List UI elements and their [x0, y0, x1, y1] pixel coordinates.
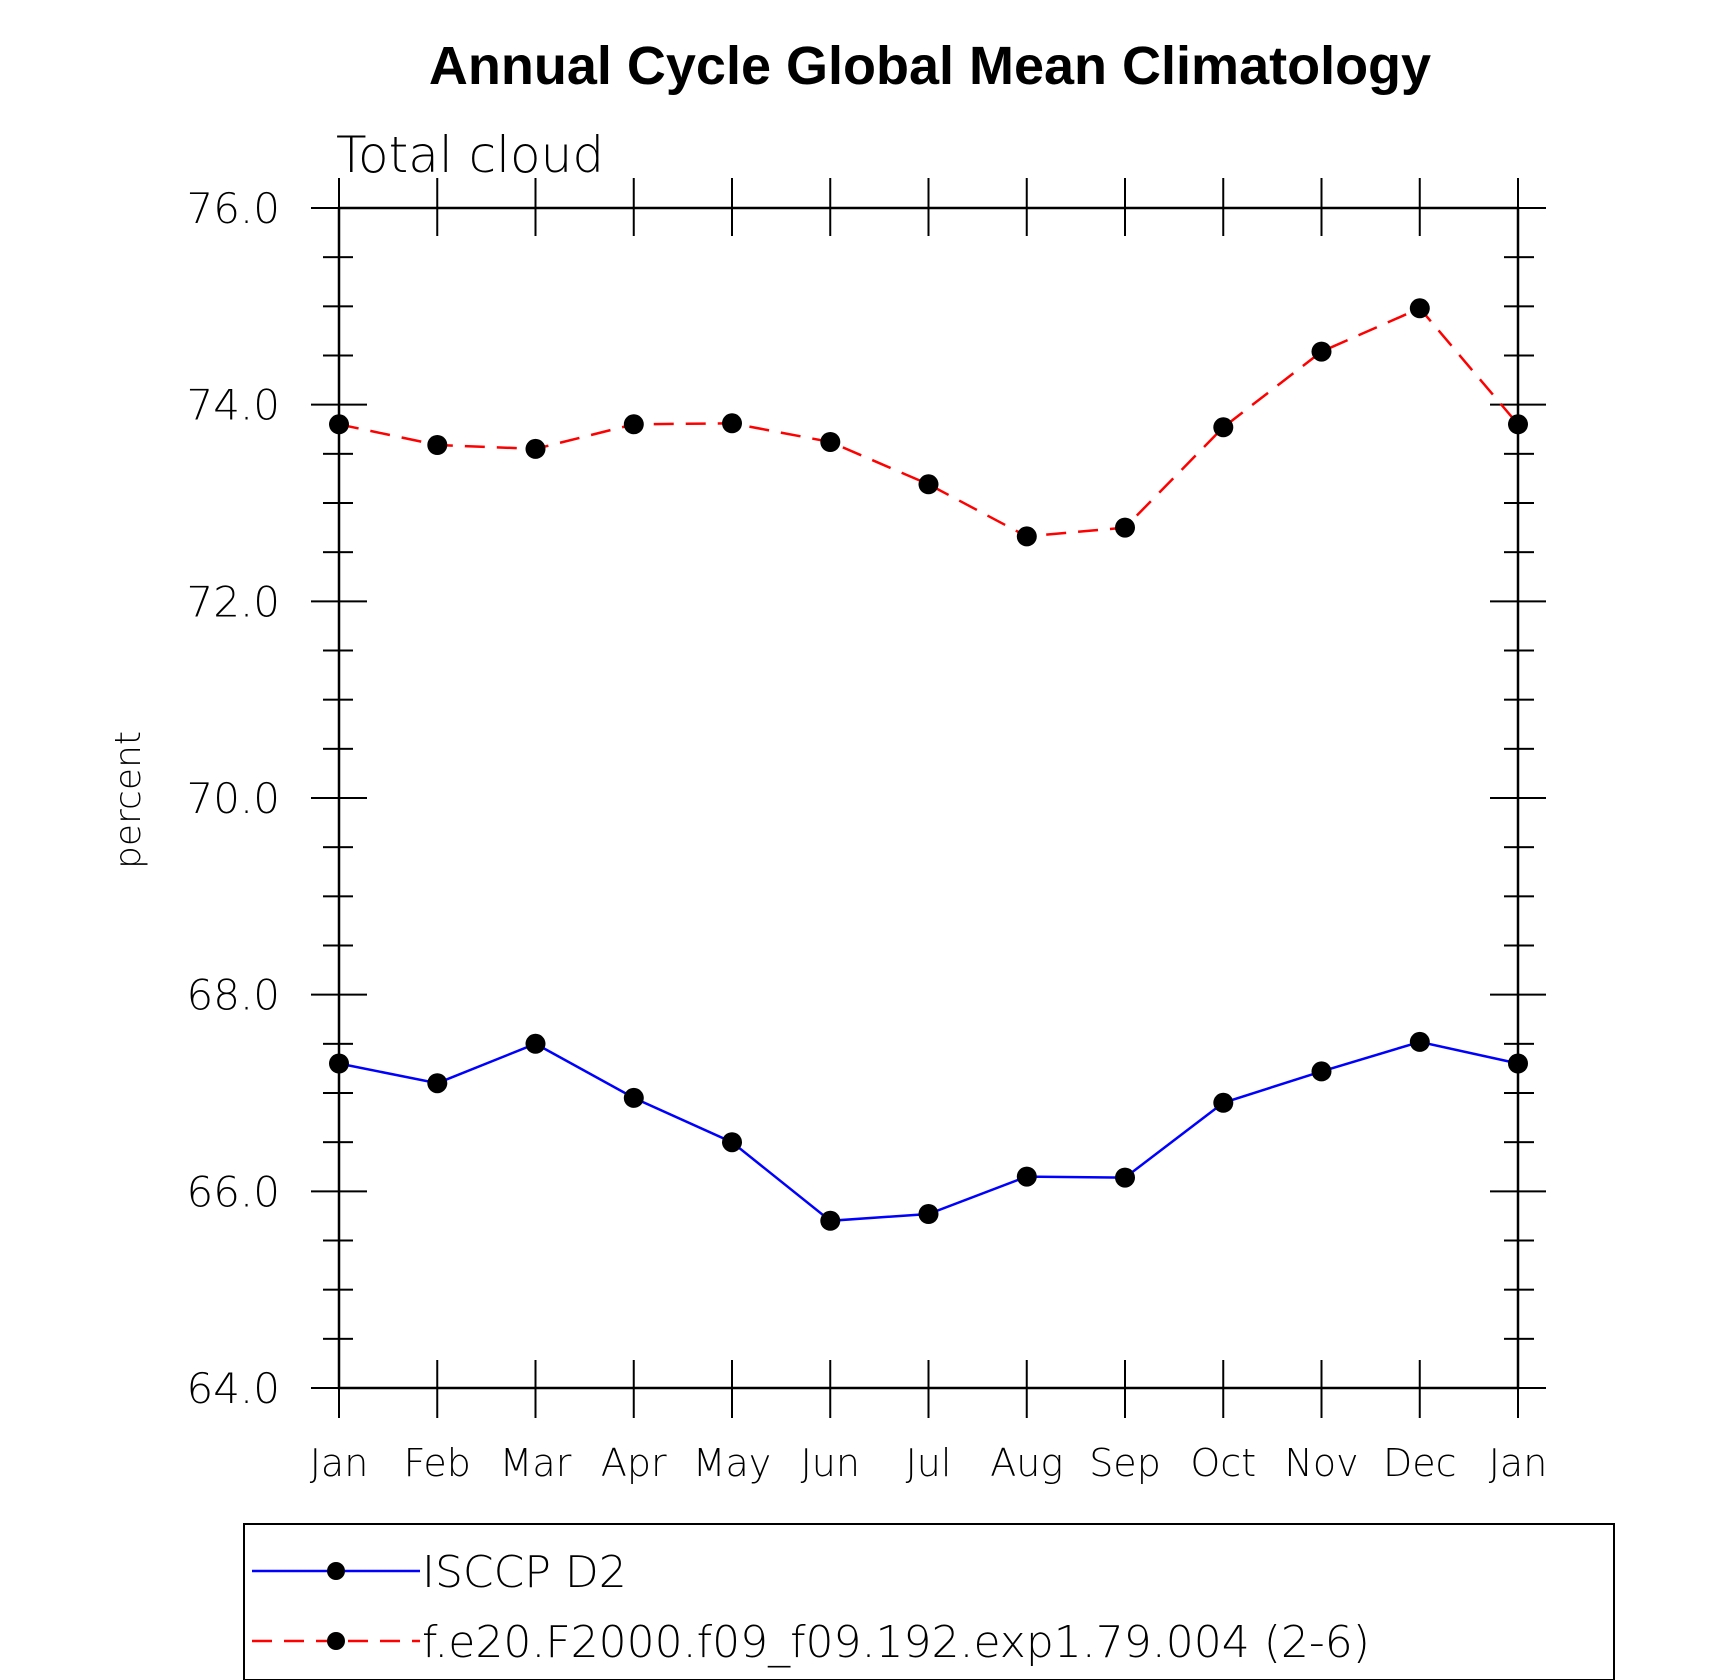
series-0-point [1508, 1053, 1528, 1074]
series-1-point [918, 474, 939, 495]
series-1-point [1016, 526, 1037, 547]
y-axis-label: percent [108, 731, 149, 869]
legend-label-isccp: ISCCP D2 [422, 1547, 627, 1598]
series-0-point [820, 1210, 841, 1231]
series-0-point [1213, 1092, 1234, 1113]
x-tick-label: Apr [601, 1441, 667, 1485]
y-tick-label: 72.0 [186, 577, 280, 626]
x-tick-labels: Jan Feb Mar Apr May Jun Jul Aug Sep Oct Nov Dec Jan [310, 1441, 1548, 1485]
series-0-point [1115, 1167, 1135, 1188]
legend-marker-isccp [327, 1562, 345, 1580]
series-0-point [329, 1053, 349, 1074]
x-tick-label: Sep [1089, 1441, 1161, 1485]
legend: ISCCP D2 f.e20.F2000.f09_f09.192.exp1.79… [243, 1523, 1615, 1680]
x-tick-label: Jan [310, 1441, 369, 1485]
series-1-point [329, 414, 349, 435]
legend-box [243, 1523, 1615, 1680]
x-tick-label: Mar [500, 1441, 572, 1485]
y-tick-label: 68.0 [186, 971, 280, 1020]
x-tick-label: Nov [1284, 1441, 1358, 1485]
legend-label-model: f.e20.F2000.f09_f09.192.exp1.79.004 (2-6… [422, 1617, 1370, 1668]
series-0-point [1311, 1061, 1332, 1082]
series-0-point [918, 1204, 939, 1224]
series-1-point [1115, 517, 1135, 538]
x-tick-label: Aug [990, 1441, 1063, 1485]
axis-ticks [311, 178, 1546, 1418]
chart-subtitle: Total cloud [336, 126, 604, 184]
x-tick-label: Dec [1383, 1441, 1457, 1485]
series-1-point [820, 432, 841, 452]
x-tick-label: Jul [906, 1441, 952, 1485]
series-line-1 [338, 306, 1519, 538]
series-1-point [1311, 341, 1332, 362]
y-tick-labels: 64.0 66.0 68.0 70.0 72.0 74.0 76.0 [186, 184, 280, 1413]
series-1-point [1409, 298, 1430, 319]
y-tick-label: 66.0 [186, 1167, 280, 1216]
y-tick-label: 64.0 [186, 1364, 280, 1413]
series-1-point [1213, 417, 1234, 438]
series-1-point [525, 438, 546, 459]
series-0-point [722, 1132, 742, 1153]
chart-title: Annual Cycle Global Mean Climatology [429, 36, 1431, 96]
x-tick-label: Jan [1489, 1441, 1548, 1485]
series-1-point [623, 414, 644, 435]
series-1-point [1508, 414, 1528, 435]
y-tick-label: 74.0 [186, 381, 280, 430]
x-tick-label: Feb [404, 1441, 471, 1485]
series-line-0 [338, 1040, 1519, 1223]
series-0-point [525, 1033, 546, 1054]
x-tick-label: Jun [801, 1441, 860, 1485]
x-tick-label: May [693, 1441, 772, 1485]
series-0-point [427, 1073, 448, 1094]
y-tick-label: 70.0 [186, 774, 280, 823]
series-0-point [1409, 1031, 1430, 1052]
x-tick-label: Oct [1190, 1441, 1256, 1485]
y-tick-label: 76.0 [186, 184, 280, 233]
series-1-point [722, 413, 742, 434]
legend-marker-model [327, 1632, 345, 1650]
series-0-point [623, 1087, 644, 1108]
series-0-point [1016, 1166, 1037, 1187]
series-1-point [427, 435, 448, 455]
series-layer [329, 298, 1528, 1231]
